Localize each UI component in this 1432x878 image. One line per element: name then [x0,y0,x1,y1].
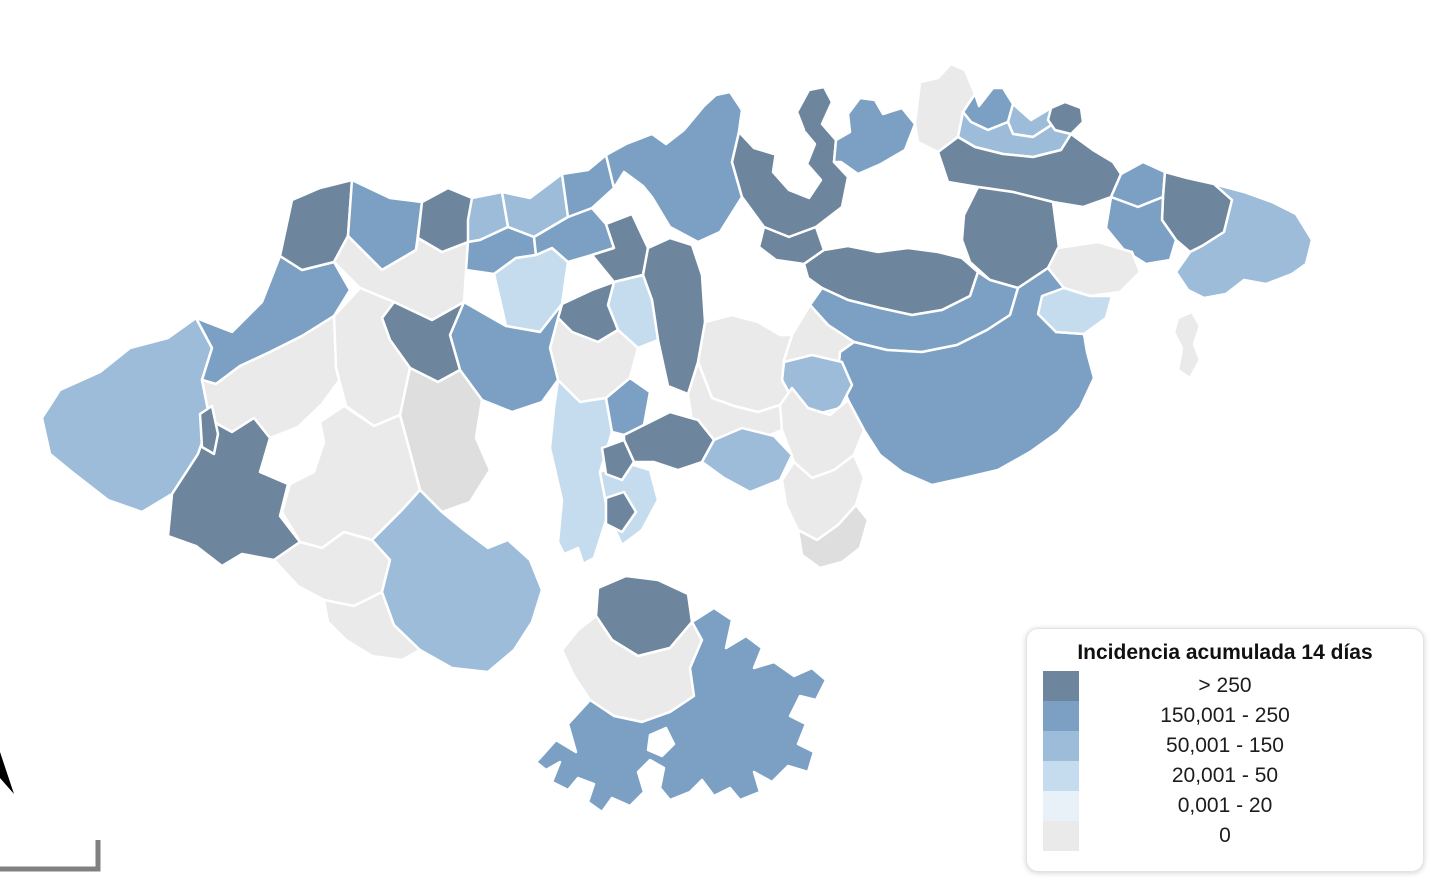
municipality[interactable] [1172,310,1202,380]
legend-panel: Incidencia acumulada 14 días > 250 150,0… [1026,628,1424,872]
municipality[interactable] [416,186,474,254]
legend-label: 0 [1219,824,1231,847]
legend-label: 150,001 - 250 [1160,704,1290,727]
municipality[interactable] [622,410,716,472]
municipality[interactable] [832,96,917,176]
legend-label: 20,001 - 50 [1171,764,1279,787]
municipality[interactable] [534,606,828,814]
enclave-hole [646,726,676,758]
legend-row: 0 [1027,821,1423,851]
enclave-hole [558,546,586,584]
municipality[interactable] [600,438,636,482]
municipality[interactable] [1036,286,1114,336]
municipality[interactable] [166,416,302,568]
municipalities-layer [40,62,1314,814]
municipality[interactable] [370,488,544,674]
legend-row: 150,001 - 250 [1027,701,1423,731]
legend-swatch [1043,731,1079,761]
municipality[interactable] [198,404,220,456]
municipality[interactable] [1046,240,1142,298]
legend-swatch [1043,761,1079,791]
legend-swatch [1043,701,1079,731]
legend-label: 0,001 - 20 [1177,794,1273,817]
legend-row: 0,001 - 20 [1027,791,1423,821]
municipality[interactable] [700,426,794,494]
municipality[interactable] [836,266,1096,487]
bay-of-santander-inlet [771,130,823,200]
municipality[interactable] [332,234,470,322]
legend-row: 50,001 - 150 [1027,731,1423,761]
municipality[interactable] [1104,195,1178,266]
legend-swatch [1043,821,1079,851]
legend-title: Incidencia acumulada 14 días [1077,641,1373,664]
municipality[interactable] [322,590,422,662]
municipality[interactable] [1046,100,1085,136]
north-arrow-icon [0,752,14,794]
municipality[interactable] [604,490,638,534]
legend-label: 50,001 - 150 [1166,734,1284,757]
legend-label: > 250 [1198,674,1252,697]
legend-swatch [1043,791,1079,821]
municipality[interactable] [532,206,616,264]
legend-row: > 250 [1027,671,1423,701]
legend-swatch [1043,671,1079,701]
scale-bar [0,840,101,872]
legend-row: 20,001 - 50 [1027,761,1423,791]
municipality[interactable] [796,503,870,570]
municipality[interactable] [560,153,616,219]
municipality[interactable] [1174,182,1314,300]
